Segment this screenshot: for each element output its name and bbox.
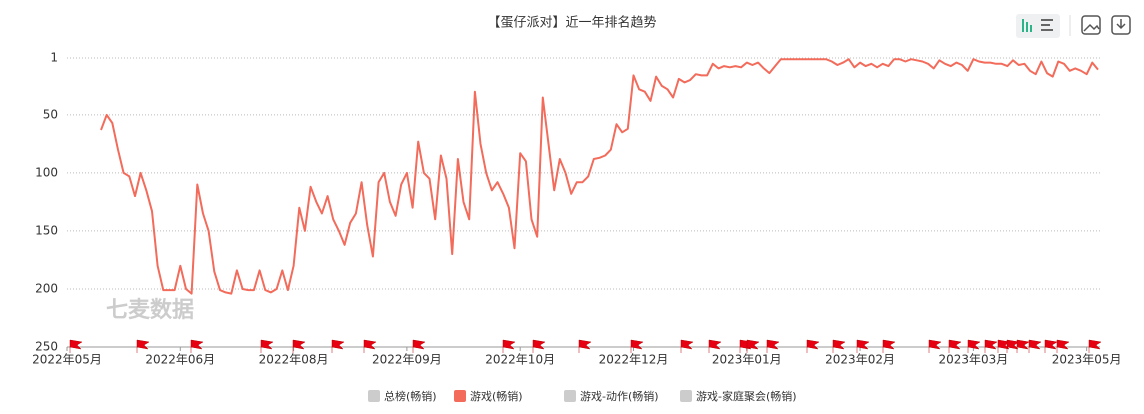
y-tick-label: 200 [35, 281, 58, 295]
x-tick-label: 2023年05月 [1052, 353, 1122, 367]
x-tick-label: 2023年02月 [825, 353, 895, 367]
y-tick-label: 50 [43, 107, 58, 121]
event-flag [69, 339, 83, 353]
event-flag [746, 339, 760, 353]
event-flag [832, 339, 846, 353]
legend-item[interactable]: 游戏-家庭聚会(畅销) [680, 389, 797, 403]
event-flag [136, 339, 150, 353]
x-tick-label: 2022年08月 [259, 353, 329, 367]
event-flag [806, 339, 820, 353]
icon [1041, 24, 1050, 26]
icon [1022, 19, 1024, 32]
legend-item[interactable]: 游戏-动作(畅销) [564, 389, 659, 403]
x-tick-label: 2023年01月 [712, 353, 782, 367]
image-button[interactable] [1081, 15, 1101, 35]
event-flag [292, 339, 306, 353]
event-flag [856, 339, 870, 353]
x-tick-label: 2022年12月 [599, 353, 669, 367]
event-flag [1006, 339, 1020, 353]
toolbar [1016, 14, 1131, 38]
legend-swatch [680, 390, 692, 402]
icon [1030, 25, 1032, 32]
y-tick-label: 1 [50, 51, 58, 65]
event-flag [708, 339, 722, 353]
legend-swatch [368, 390, 380, 402]
legend-swatch [564, 390, 576, 402]
series-line [100, 58, 1099, 295]
event-flag [630, 339, 644, 353]
event-flag [1028, 339, 1042, 353]
event-flag [928, 339, 942, 353]
event-flag [967, 339, 981, 353]
event-flag [502, 339, 516, 353]
icon [1041, 19, 1053, 21]
x-tick-label: 2022年09月 [372, 353, 442, 367]
event-flag [766, 339, 780, 353]
event-flag [1044, 339, 1058, 353]
x-tick-label: 2022年06月 [145, 353, 215, 367]
event-flag [412, 339, 426, 353]
legend-item[interactable]: 总榜(畅销) [368, 389, 437, 403]
icon [1026, 22, 1028, 32]
icon [1041, 29, 1053, 31]
icon [1116, 19, 1126, 30]
legend-label: 游戏-动作(畅销) [580, 389, 659, 403]
x-tick-label: 2022年05月 [32, 353, 102, 367]
legend-swatch [454, 390, 466, 402]
legend-label: 游戏-家庭聚会(畅销) [696, 389, 797, 403]
watermark: 七麦数据 [106, 297, 194, 323]
download-button[interactable] [1111, 15, 1131, 35]
x-tick-label: 2023年03月 [938, 353, 1008, 367]
event-flag [190, 339, 204, 353]
event-flag [1016, 339, 1030, 353]
event-flag [578, 339, 592, 353]
event-flag [948, 339, 962, 353]
y-tick-label: 250 [35, 340, 58, 354]
chart-title: 【蛋仔派对】近一年排名趋势 [487, 15, 656, 31]
x-tick-label: 2022年10月 [485, 353, 555, 367]
event-flag [1056, 339, 1070, 353]
event-flag [331, 339, 345, 353]
icon [1083, 23, 1100, 32]
event-flag [882, 339, 896, 353]
y-tick-label: 150 [35, 223, 58, 237]
event-flag [984, 339, 998, 353]
y-tick-label: 100 [35, 165, 58, 179]
event-flag [1088, 339, 1102, 353]
event-flag [532, 339, 546, 353]
legend-label: 游戏(畅销) [470, 389, 523, 403]
legend-label: 总榜(畅销) [384, 389, 437, 403]
event-flag [363, 339, 377, 353]
legend-item[interactable]: 游戏(畅销) [454, 389, 523, 403]
event-flag [680, 339, 694, 353]
event-flag [260, 339, 274, 353]
